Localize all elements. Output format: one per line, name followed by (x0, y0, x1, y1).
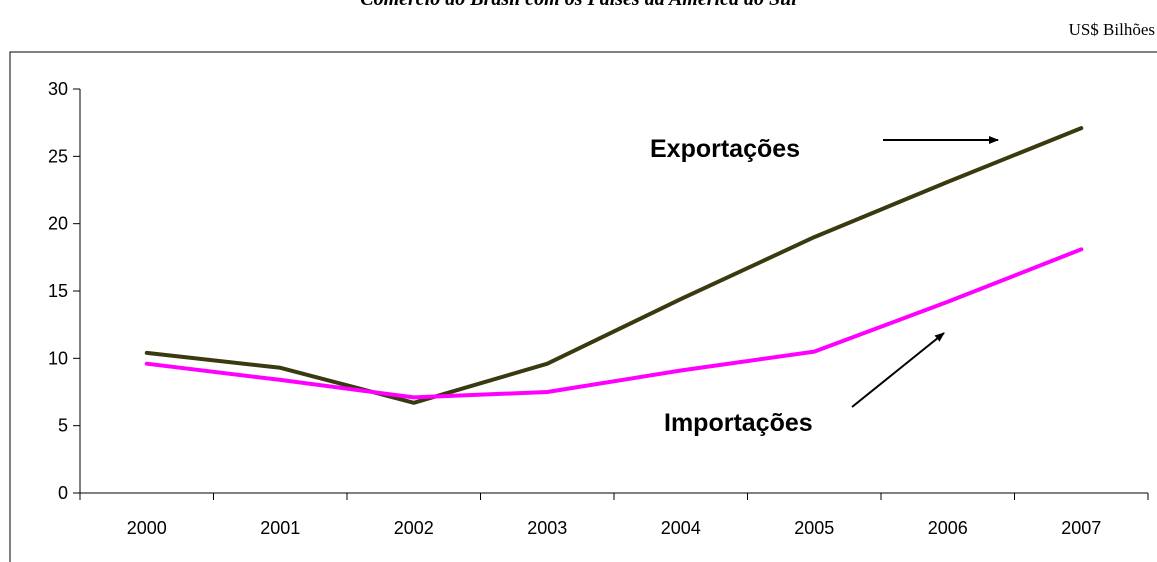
y-tick-label: 15 (48, 281, 68, 301)
series-layer (144, 126, 1084, 405)
annotation-importacoes: Importações (664, 409, 813, 437)
x-tick-label: 2003 (527, 518, 567, 538)
x-tick-label: 2002 (394, 518, 434, 538)
annotation-exportacoes: Exportações (650, 135, 800, 163)
x-tick-label: 2000 (127, 518, 167, 538)
series-line-importacoes (144, 247, 1084, 400)
chart-title: Comércio do Brasil com os Países da Amér… (0, 0, 1157, 11)
x-tick-label: 2006 (928, 518, 968, 538)
annotation-layer: Exportações Importações (650, 135, 999, 437)
y-tick-label: 25 (48, 146, 68, 166)
x-tick-label: 2001 (260, 518, 300, 538)
y-tick-label: 0 (58, 483, 68, 503)
unit-label: US$ Bilhões (1068, 20, 1155, 39)
x-tick-label: 2004 (661, 518, 701, 538)
x-tick-label: 2007 (1061, 518, 1101, 538)
axes: 0 5 10 15 20 25 30 2000 2001 2002 2003 2004 2005 2006… (48, 79, 1149, 538)
series-line-exportacoes (144, 126, 1084, 405)
x-tick-label: 2005 (794, 518, 834, 538)
annotation-arrow-importacoes (851, 332, 945, 408)
y-tick-label: 10 (48, 348, 68, 368)
y-tick-label: 5 (58, 416, 68, 436)
y-tick-label: 30 (48, 79, 68, 99)
chart-area-border (9, 51, 1157, 562)
y-tick-label: 20 (48, 214, 68, 234)
